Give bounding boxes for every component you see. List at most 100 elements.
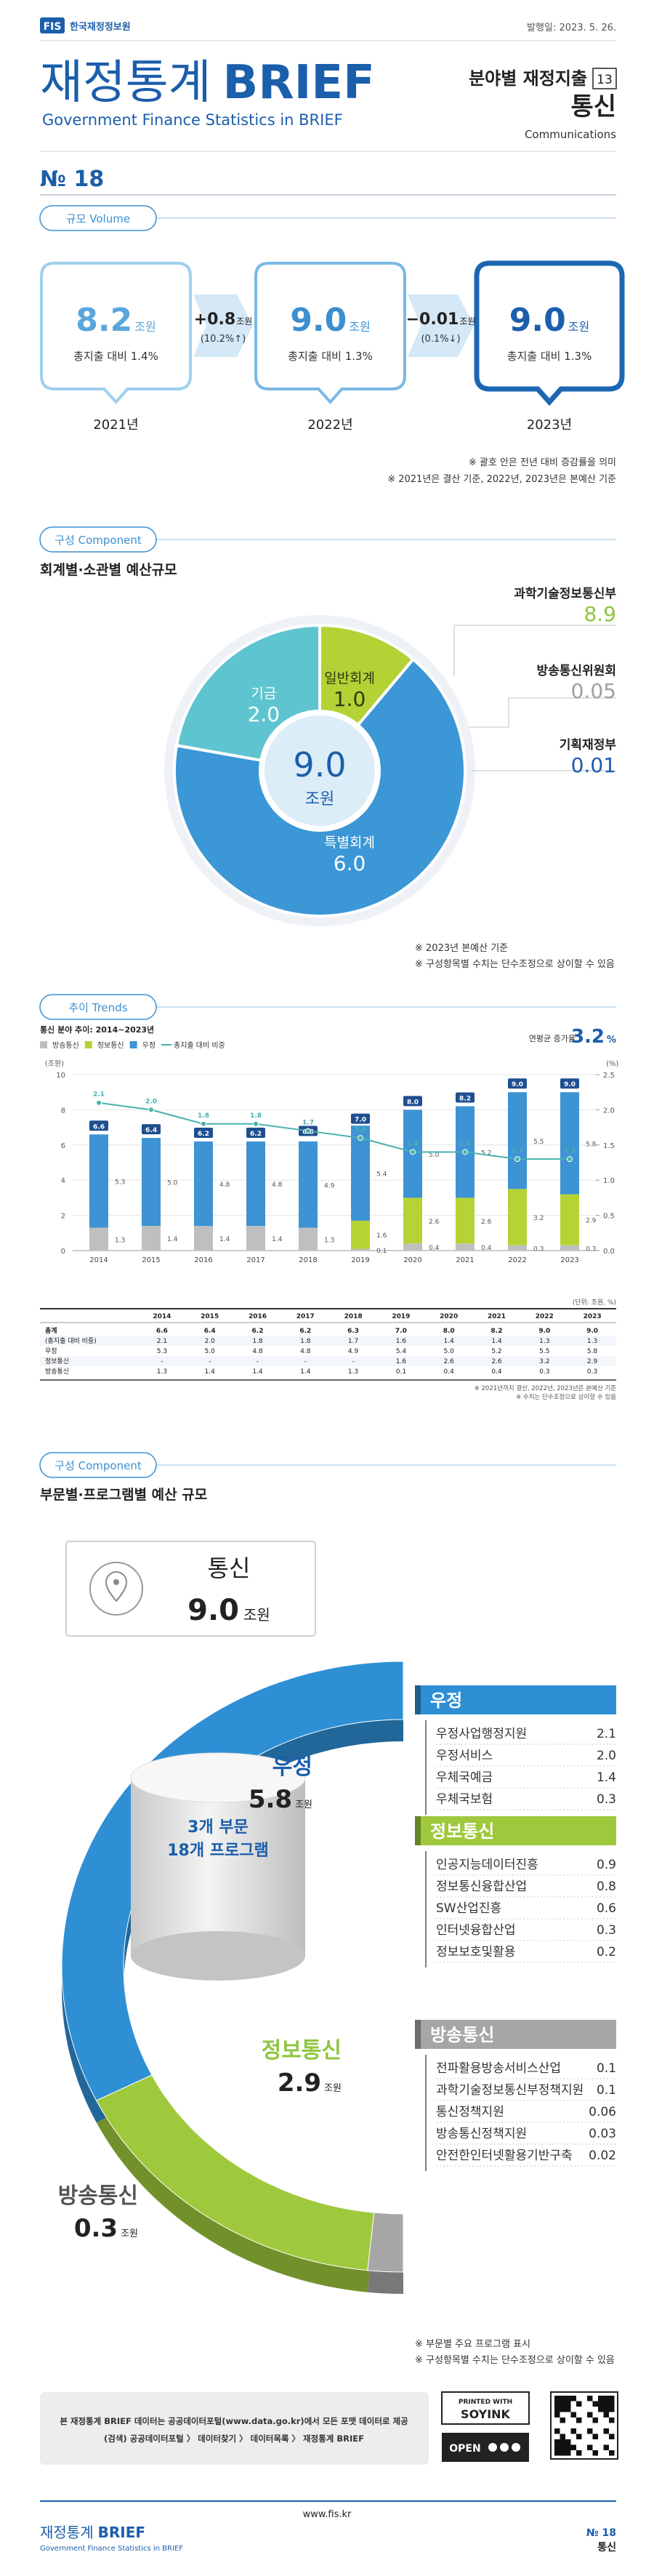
change-amount: −0.01조원 (406, 310, 476, 329)
volume-year: 2021년 (93, 417, 138, 433)
group-title: 우정 (430, 1690, 462, 1711)
note: ※ 구성항목별 수치는 단수조정으로 상이할 수 있음 (415, 959, 615, 970)
line-value-label: 1.4 (459, 1140, 471, 1147)
table-cell: 0.4 (444, 1368, 455, 1376)
icon-ring (89, 1562, 143, 1616)
program-name: 우정서비스 (436, 1749, 493, 1763)
program-name: 정보통신융합산업 (436, 1879, 527, 1894)
line-value-label: 2.1 (93, 1091, 105, 1099)
group-header (415, 1685, 616, 1714)
amount: 9.0 (290, 302, 347, 339)
bar-segment (351, 1248, 370, 1251)
table-cell: 2.9 (587, 1358, 598, 1365)
cagr-unit: % (607, 1035, 616, 1046)
cylinder-text: 18개 프로그램 (167, 1842, 268, 1860)
segment-value: 5.8 조원 (249, 1785, 312, 1814)
program-name: 방송통신정책지원 (436, 2127, 527, 2141)
section-label: 추이 Trends (68, 1001, 127, 1014)
value: 5.8 (249, 1785, 292, 1814)
total-box (403, 1096, 422, 1107)
bar-segment (194, 1141, 213, 1227)
footer-issue: № 18 (586, 2527, 616, 2539)
cylinder-body (131, 1778, 305, 1956)
unit: 조원 (121, 2228, 138, 2239)
qr-cell (565, 2407, 571, 2412)
y-tick-label: 10 (56, 1072, 65, 1080)
series-no-box (592, 68, 617, 89)
volume-amount: 9.0 조원 (290, 302, 370, 339)
qr-cell (554, 2450, 560, 2456)
bar-segment (351, 1220, 370, 1249)
brief-title: 재정통계 BRIEF (40, 56, 375, 110)
qr-cell (609, 2417, 615, 2423)
qr-cell (609, 2433, 615, 2439)
section-label: 구성 Component (54, 534, 142, 547)
x-tick-label: 2021 (456, 1256, 474, 1264)
table-cell: 0.3 (539, 1368, 549, 1376)
table-cell: 1.3 (157, 1368, 167, 1376)
volume-year: 2022년 (307, 417, 352, 433)
qr-cell (609, 2396, 615, 2402)
line-point (201, 1120, 206, 1127)
x-tick-label: 2014 (89, 1256, 108, 1264)
field-title: 통신 (570, 92, 616, 121)
program-value: 0.02 (589, 2148, 616, 2163)
change-arrow (193, 294, 253, 357)
line-value-label: 1.7 (302, 1119, 314, 1126)
table-cell: 5.0 (444, 1348, 455, 1355)
bar-segment (246, 1141, 265, 1227)
notice-box (40, 2392, 429, 2465)
qr-cell (592, 2450, 598, 2456)
volume-amount: 9.0 조원 (509, 302, 589, 339)
y2-tick-label: 0.0 (603, 1248, 615, 1256)
table-cell: 8.2 (491, 1328, 503, 1335)
bar-value-label: 4.9 (324, 1182, 335, 1189)
line-point (410, 1149, 416, 1155)
segment-value: 2.9 조원 (278, 2069, 342, 2098)
section-pill (39, 526, 157, 553)
qr-cell (587, 2412, 593, 2417)
section-title: 부문별·프로그램별 예산 규모 (40, 1487, 207, 1503)
qr-cell (592, 2433, 598, 2439)
table-cell: 5.5 (539, 1348, 549, 1355)
program-name: 인터넷융합산업 (436, 1923, 515, 1938)
legend-label: 방송통신 (52, 1041, 79, 1050)
bar-value-label: 5.0 (429, 1152, 440, 1159)
y2-tick-label: 2.0 (603, 1107, 615, 1115)
section-title: 회계별·소관별 예산규모 (40, 562, 177, 578)
qr-cell (576, 2401, 582, 2407)
bar-segment (89, 1134, 108, 1228)
table-cell: 1.6 (396, 1338, 407, 1345)
bar-segment (560, 1194, 579, 1245)
qr-cell (603, 2428, 609, 2434)
program-value: 0.8 (597, 1879, 616, 1894)
program-name: 우체국예금 (436, 1770, 493, 1785)
qr-cell (570, 2412, 576, 2417)
total-label: 9.0 (564, 1081, 576, 1088)
slice-label: 일반회계 (324, 670, 375, 686)
qr-cell (598, 2401, 604, 2407)
line-point (305, 1128, 311, 1134)
table-cell: 2.6 (444, 1358, 455, 1365)
qr-cell (554, 2396, 560, 2402)
segment-label: 정보통신 (262, 2038, 342, 2063)
y-tick-label: 0 (61, 1248, 65, 1256)
table-cell: 0.4 (491, 1368, 502, 1376)
qr-cell (570, 2396, 576, 2402)
bar-segment (89, 1227, 108, 1251)
total-box (508, 1078, 527, 1089)
bar-segment (142, 1138, 161, 1227)
y2-axis-label: (%) (606, 1060, 618, 1068)
qr-cell (609, 2407, 615, 2412)
total-value: 9.0 조원 (187, 1594, 270, 1627)
ministry-name: 방송통신위원회 (537, 664, 616, 678)
legend-label: 총지출 대비 비중 (174, 1041, 225, 1050)
chart-title: 통신 분야 추이: 2014~2023년 (40, 1024, 154, 1035)
bar-segment (142, 1226, 161, 1251)
group-header (415, 1816, 616, 1845)
bar-segment (246, 1226, 265, 1251)
line-point (148, 1107, 154, 1113)
bar-value-label: 1.3 (324, 1237, 334, 1244)
bar-value-label: 1.3 (115, 1237, 125, 1244)
table-cell: 6.2 (252, 1328, 264, 1335)
